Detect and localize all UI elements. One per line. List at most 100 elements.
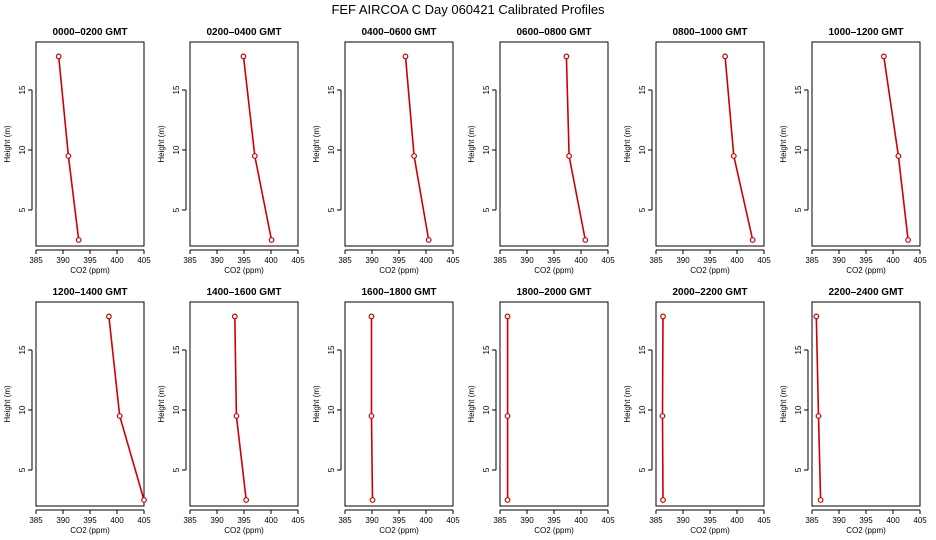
plot-frame bbox=[35, 41, 145, 247]
data-point bbox=[722, 53, 729, 60]
data-point bbox=[402, 53, 409, 60]
x-tick-label: 390 bbox=[210, 516, 224, 525]
panel-title: 2000–2200 GMT bbox=[672, 287, 747, 298]
x-axis-label: CO2 (ppm) bbox=[379, 266, 419, 275]
y-tick-label: 10 bbox=[172, 145, 181, 154]
y-tick-label: 15 bbox=[18, 345, 27, 354]
data-point bbox=[411, 153, 418, 159]
data-point bbox=[75, 237, 82, 243]
plot-frame bbox=[811, 301, 921, 507]
data-point bbox=[566, 153, 573, 159]
plot-frame bbox=[344, 41, 454, 247]
y-tick-label: 5 bbox=[794, 467, 803, 472]
panel-10: 1800–2000 GMT 385 390 395 400 405 CO2 (ppm) 5 10… bbox=[467, 287, 615, 535]
panel-5: 0800–1000 GMT 385 390 395 400 405 CO2 (ppm) 5 10… bbox=[623, 27, 771, 275]
x-tick-label: 390 bbox=[676, 516, 690, 525]
panel-8: 1400–1600 GMT 385 390 395 400 405 CO2 (ppm) 5 10… bbox=[157, 287, 305, 535]
data-point bbox=[116, 413, 123, 419]
data-point bbox=[905, 237, 912, 243]
x-tick-label: 385 bbox=[649, 256, 663, 265]
data-point bbox=[504, 497, 511, 503]
x-tick-label: 400 bbox=[110, 516, 124, 525]
profile-line bbox=[108, 316, 145, 501]
y-axis-label: Height (m) bbox=[312, 125, 321, 163]
y-tick-label: 15 bbox=[482, 85, 491, 94]
x-tick-label: 405 bbox=[913, 256, 927, 265]
y-tick-label: 15 bbox=[794, 345, 803, 354]
x-tick-label: 400 bbox=[730, 256, 744, 265]
panel-6: 1000–1200 GMT 385 390 395 400 405 CO2 (ppm) 5 10… bbox=[779, 27, 927, 275]
x-tick-label: 390 bbox=[365, 256, 379, 265]
x-tick-label: 400 bbox=[110, 256, 124, 265]
x-tick-label: 385 bbox=[183, 516, 197, 525]
panel-title: 1400–1600 GMT bbox=[206, 287, 281, 298]
x-tick-label: 390 bbox=[520, 256, 534, 265]
data-point bbox=[563, 53, 570, 60]
profile-line bbox=[57, 56, 80, 241]
profile-line bbox=[370, 316, 374, 501]
x-tick-label: 405 bbox=[137, 516, 151, 525]
panel-7: 1200–1400 GMT 385 390 395 400 405 CO2 (ppm) 5 10… bbox=[3, 287, 151, 535]
y-tick-label: 5 bbox=[172, 207, 181, 212]
x-tick-label: 395 bbox=[83, 256, 97, 265]
y-tick-label: 10 bbox=[18, 405, 27, 414]
panel-12: 2200–2400 GMT 385 390 395 400 405 CO2 (ppm) 5 10… bbox=[779, 287, 927, 535]
y-axis-label: Height (m) bbox=[467, 385, 476, 423]
x-tick-label: 390 bbox=[56, 256, 70, 265]
y-tick-label: 15 bbox=[638, 345, 647, 354]
y-axis-label: Height (m) bbox=[157, 385, 166, 423]
x-axis-label: CO2 (ppm) bbox=[690, 266, 730, 275]
panel-title: 0600–0800 GMT bbox=[516, 27, 591, 38]
data-point bbox=[368, 413, 375, 419]
data-point bbox=[231, 313, 238, 320]
data-point bbox=[660, 497, 666, 503]
panel-3: 0400–0600 GMT 385 390 395 400 405 CO2 (ppm) 5 10… bbox=[312, 27, 460, 275]
x-tick-label: 400 bbox=[264, 516, 278, 525]
y-tick-label: 15 bbox=[327, 345, 336, 354]
data-point bbox=[368, 313, 375, 320]
x-tick-label: 395 bbox=[237, 516, 251, 525]
plot-frame bbox=[35, 301, 145, 507]
panel-title: 1800–2000 GMT bbox=[516, 287, 591, 298]
panel-title: 1000–1200 GMT bbox=[828, 27, 903, 38]
y-axis-label: Height (m) bbox=[157, 125, 166, 163]
y-axis-label: Height (m) bbox=[779, 385, 788, 423]
y-tick-label: 15 bbox=[794, 85, 803, 94]
plot-frame bbox=[499, 41, 609, 247]
data-point bbox=[660, 313, 666, 320]
x-tick-label: 405 bbox=[601, 256, 615, 265]
y-tick-label: 15 bbox=[172, 345, 181, 354]
x-tick-label: 405 bbox=[757, 256, 771, 265]
x-tick-label: 400 bbox=[574, 516, 588, 525]
y-axis-label: Height (m) bbox=[467, 125, 476, 163]
panel-9: 1600–1800 GMT 385 390 395 400 405 CO2 (ppm) 5 10… bbox=[312, 287, 460, 535]
y-tick-label: 10 bbox=[327, 145, 336, 154]
x-tick-label: 405 bbox=[446, 256, 460, 265]
x-tick-label: 405 bbox=[913, 516, 927, 525]
x-tick-label: 385 bbox=[805, 256, 819, 265]
x-axis-label: CO2 (ppm) bbox=[70, 266, 110, 275]
y-axis-label: Height (m) bbox=[623, 385, 632, 423]
data-point bbox=[243, 497, 250, 503]
y-tick-label: 15 bbox=[18, 85, 27, 94]
x-tick-label: 395 bbox=[392, 256, 406, 265]
x-tick-label: 400 bbox=[419, 516, 433, 525]
panel-4: 0600–0800 GMT 385 390 395 400 405 CO2 (ppm) 5 10… bbox=[467, 27, 615, 275]
plot-frame bbox=[344, 301, 454, 507]
x-tick-label: 405 bbox=[291, 256, 305, 265]
profile-line bbox=[565, 56, 587, 241]
x-tick-label: 395 bbox=[237, 256, 251, 265]
x-axis-label: CO2 (ppm) bbox=[224, 526, 264, 535]
data-point bbox=[817, 497, 824, 503]
data-point bbox=[268, 237, 275, 243]
data-point bbox=[582, 237, 589, 243]
data-point bbox=[251, 153, 258, 159]
y-tick-label: 5 bbox=[638, 467, 647, 472]
x-tick-label: 385 bbox=[805, 516, 819, 525]
profile-line bbox=[242, 56, 273, 241]
x-tick-label: 395 bbox=[703, 516, 717, 525]
x-tick-label: 405 bbox=[757, 516, 771, 525]
y-tick-label: 5 bbox=[18, 467, 27, 472]
x-axis-label: CO2 (ppm) bbox=[534, 526, 574, 535]
